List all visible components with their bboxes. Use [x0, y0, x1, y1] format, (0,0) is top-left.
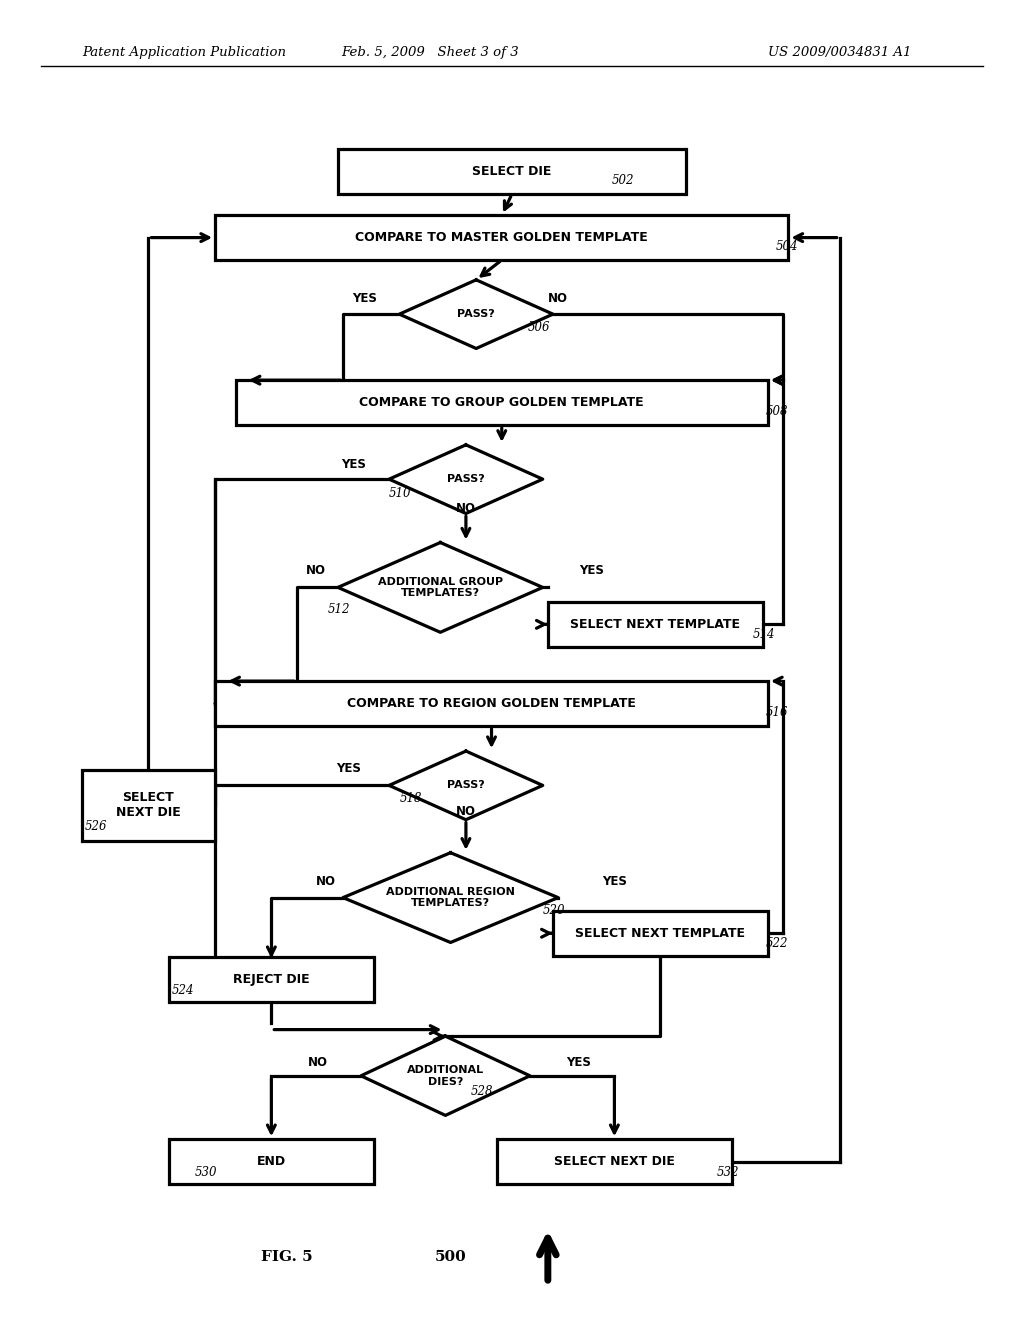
FancyBboxPatch shape	[236, 380, 768, 425]
Text: YES: YES	[341, 458, 366, 471]
Text: SELECT DIE: SELECT DIE	[472, 165, 552, 178]
Text: PASS?: PASS?	[447, 780, 484, 791]
Text: 520: 520	[543, 904, 565, 917]
Text: US 2009/0034831 A1: US 2009/0034831 A1	[768, 46, 911, 59]
Text: 500: 500	[434, 1250, 467, 1263]
Polygon shape	[343, 853, 558, 942]
Text: 526: 526	[85, 820, 108, 833]
Text: PASS?: PASS?	[458, 309, 495, 319]
Text: 532: 532	[717, 1166, 739, 1179]
Text: YES: YES	[602, 875, 627, 888]
Text: NO: NO	[307, 1056, 328, 1069]
FancyBboxPatch shape	[497, 1139, 732, 1184]
Text: SELECT NEXT TEMPLATE: SELECT NEXT TEMPLATE	[570, 618, 740, 631]
Text: 508: 508	[766, 405, 788, 418]
Polygon shape	[399, 280, 553, 348]
Text: NO: NO	[305, 564, 326, 577]
Text: 510: 510	[389, 487, 412, 500]
Polygon shape	[360, 1036, 530, 1115]
Text: 504: 504	[776, 240, 799, 253]
FancyBboxPatch shape	[553, 911, 768, 956]
Text: 530: 530	[195, 1166, 217, 1179]
Text: FIG. 5: FIG. 5	[261, 1250, 312, 1263]
FancyBboxPatch shape	[338, 149, 686, 194]
FancyBboxPatch shape	[82, 770, 215, 841]
Text: COMPARE TO MASTER GOLDEN TEMPLATE: COMPARE TO MASTER GOLDEN TEMPLATE	[355, 231, 648, 244]
Text: NO: NO	[548, 292, 568, 305]
Text: 516: 516	[766, 706, 788, 719]
Text: YES: YES	[336, 762, 360, 775]
Text: 502: 502	[611, 174, 634, 187]
Polygon shape	[389, 751, 543, 820]
Text: 528: 528	[471, 1085, 494, 1098]
Text: YES: YES	[566, 1056, 591, 1069]
Text: SELECT NEXT TEMPLATE: SELECT NEXT TEMPLATE	[575, 927, 745, 940]
Text: END: END	[257, 1155, 286, 1168]
Text: PASS?: PASS?	[447, 474, 484, 484]
FancyBboxPatch shape	[548, 602, 763, 647]
FancyBboxPatch shape	[215, 215, 788, 260]
FancyBboxPatch shape	[215, 681, 768, 726]
Text: NO: NO	[456, 805, 476, 818]
FancyBboxPatch shape	[169, 1139, 374, 1184]
Text: 518: 518	[399, 792, 422, 805]
Text: 506: 506	[527, 321, 550, 334]
Text: REJECT DIE: REJECT DIE	[233, 973, 309, 986]
Text: 522: 522	[766, 937, 788, 950]
Text: ADDITIONAL REGION
TEMPLATES?: ADDITIONAL REGION TEMPLATES?	[386, 887, 515, 908]
FancyBboxPatch shape	[169, 957, 374, 1002]
Text: SELECT
NEXT DIE: SELECT NEXT DIE	[116, 791, 181, 820]
Text: NO: NO	[315, 875, 336, 888]
Text: SELECT NEXT DIE: SELECT NEXT DIE	[554, 1155, 675, 1168]
Text: ADDITIONAL GROUP
TEMPLATES?: ADDITIONAL GROUP TEMPLATES?	[378, 577, 503, 598]
Text: NO: NO	[456, 502, 476, 515]
Text: YES: YES	[580, 564, 604, 577]
Text: COMPARE TO REGION GOLDEN TEMPLATE: COMPARE TO REGION GOLDEN TEMPLATE	[347, 697, 636, 710]
Text: Patent Application Publication: Patent Application Publication	[82, 46, 286, 59]
Text: Feb. 5, 2009   Sheet 3 of 3: Feb. 5, 2009 Sheet 3 of 3	[341, 46, 519, 59]
Text: 524: 524	[172, 983, 195, 997]
Text: ADDITIONAL
DIES?: ADDITIONAL DIES?	[407, 1065, 484, 1086]
Polygon shape	[389, 445, 543, 513]
Text: 514: 514	[753, 628, 775, 642]
Polygon shape	[338, 543, 543, 632]
Text: 512: 512	[328, 603, 350, 616]
Text: COMPARE TO GROUP GOLDEN TEMPLATE: COMPARE TO GROUP GOLDEN TEMPLATE	[359, 396, 644, 409]
Text: YES: YES	[352, 292, 377, 305]
